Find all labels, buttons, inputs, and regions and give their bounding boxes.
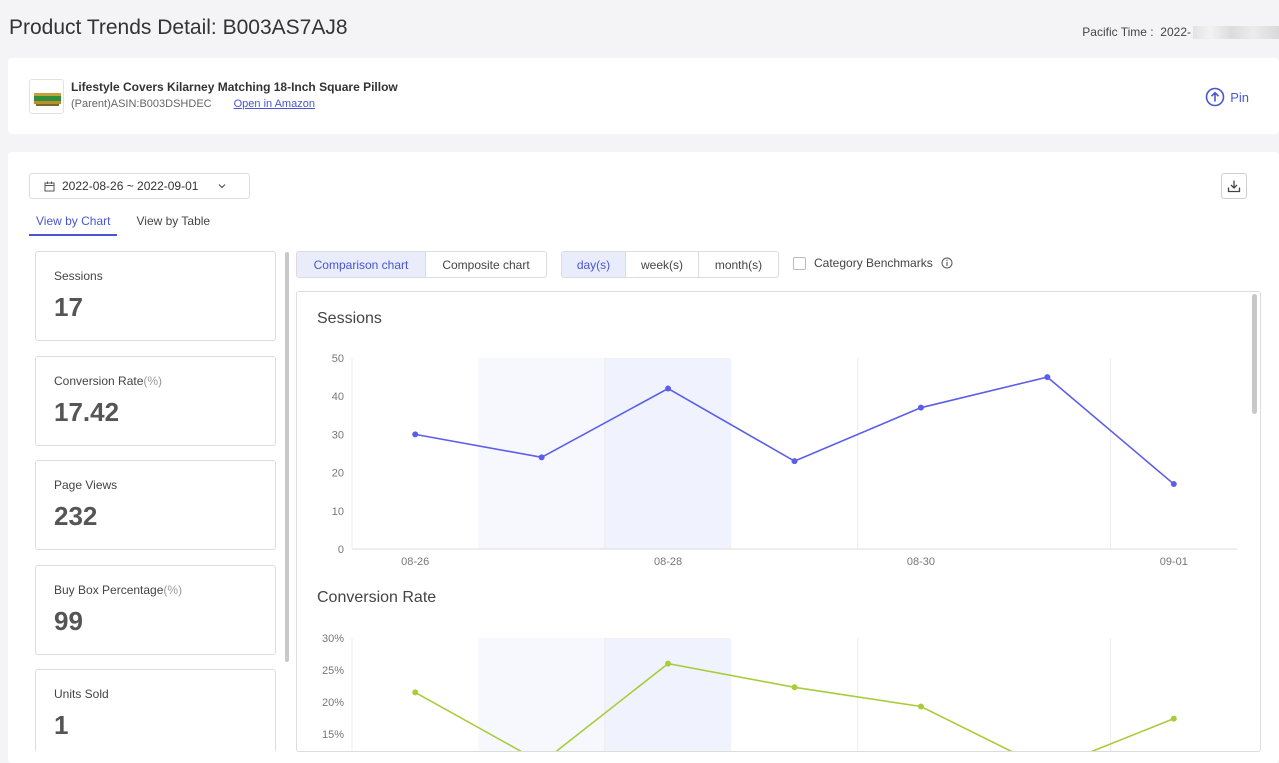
- data-point: [538, 454, 545, 461]
- data-point: [412, 689, 419, 696]
- category-benchmarks[interactable]: Category Benchmarks: [793, 256, 953, 270]
- data-point: [1044, 374, 1051, 381]
- metrics-scrollbar[interactable]: [285, 252, 289, 662]
- x-tick-label: 08-26: [401, 556, 429, 568]
- x-tick-label: 08-30: [907, 556, 935, 568]
- open-in-amazon-link[interactable]: Open in Amazon: [233, 98, 315, 110]
- composite-chart-button[interactable]: Composite chart: [442, 257, 530, 272]
- pin-button[interactable]: Pin: [1205, 87, 1249, 107]
- comparison-chart-button[interactable]: Comparison chart: [297, 252, 426, 277]
- data-point: [412, 431, 419, 438]
- calendar-icon: [44, 181, 55, 191]
- date-range-picker[interactable]: 2022-08-26 ~ 2022-09-01: [29, 173, 250, 199]
- data-point: [791, 684, 798, 691]
- y-tick-label: 30: [332, 429, 344, 441]
- metric-value: 17: [54, 292, 83, 322]
- product-name: Lifestyle Covers Kilarney Matching 18-In…: [71, 80, 398, 94]
- metric-label: Page Views: [54, 478, 118, 492]
- metric-label: Buy Box Percentage: [54, 582, 164, 597]
- page-title: Product Trends Detail: B003AS7AJ8: [9, 16, 348, 39]
- y-tick-label: 40: [332, 391, 344, 403]
- pin-label: Pin: [1230, 89, 1249, 105]
- info-icon[interactable]: [941, 257, 953, 269]
- tab-view-by-table[interactable]: View by Table: [136, 214, 211, 228]
- granularity-day-button[interactable]: day(s): [562, 252, 626, 277]
- chevron-down-icon: [219, 184, 226, 189]
- granularity-week-button[interactable]: week(s): [626, 252, 699, 277]
- metric-card-buy-box-percentage[interactable]: Buy Box Percentage(%) 99: [35, 564, 276, 655]
- granularity-month-button[interactable]: month(s): [714, 257, 763, 272]
- tab-view-by-chart[interactable]: View by Chart: [29, 214, 118, 236]
- data-point: [917, 703, 924, 710]
- metric-value: 99: [54, 605, 83, 636]
- y-tick-label: 30%: [322, 633, 344, 645]
- metric-card-units-sold[interactable]: Units Sold 1: [35, 669, 276, 751]
- metric-value: 17.42: [54, 396, 120, 427]
- chart-mode-toggle: Comparison chart Composite chart: [296, 251, 547, 278]
- category-benchmarks-checkbox[interactable]: [793, 256, 806, 270]
- y-tick-label: 50: [332, 353, 344, 365]
- product-card: Lifestyle Covers Kilarney Matching 18-In…: [8, 58, 1279, 134]
- highlight-band: [604, 638, 732, 751]
- metric-value: 1: [54, 710, 69, 740]
- y-tick-label: 25%: [322, 665, 344, 677]
- metric-unit: (%): [163, 582, 183, 597]
- pacific-time-value: 2022-: [1160, 25, 1191, 39]
- metric-card-conversion-rate[interactable]: Conversion Rate(%) 17.42: [35, 355, 276, 446]
- metric-value: 232: [54, 501, 98, 531]
- metric-card-page-views[interactable]: Page Views 232: [35, 460, 276, 550]
- arrow-up-circle-icon: [1205, 87, 1225, 107]
- data-point: [1170, 715, 1177, 722]
- download-icon: [1227, 180, 1241, 193]
- x-tick-label: 08-28: [654, 556, 682, 568]
- metric-label: Conversion Rate: [54, 373, 144, 388]
- data-point: [917, 404, 924, 411]
- y-tick-label: 15%: [322, 729, 344, 741]
- x-tick-label: 09-01: [1160, 556, 1188, 568]
- y-tick-label: 20: [332, 468, 344, 480]
- product-thumbnail: [29, 79, 64, 114]
- chart-title-sessions: Sessions: [317, 310, 382, 327]
- highlight-band: [478, 358, 605, 549]
- main-panel: 2022-08-26 ~ 2022-09-01 View by Chart Vi…: [8, 152, 1279, 763]
- y-tick-label: 10: [332, 506, 344, 518]
- metrics-list: Sessions 17 Conversion Rate(%) 17.42 Pag…: [35, 251, 276, 751]
- y-tick-label: 20%: [322, 697, 344, 709]
- redacted-time: [1193, 25, 1279, 39]
- parent-asin: (Parent)ASIN:B003DSHDEC: [71, 98, 212, 110]
- sessions-chart: 0 10 20 30 40 50 08-26 08-28 08-30 09-01: [332, 353, 1237, 568]
- granularity-toggle: day(s) week(s) month(s): [561, 251, 779, 278]
- metric-card-sessions[interactable]: Sessions 17: [35, 251, 276, 341]
- chart-panel: Sessions 0 10 20 30 40 50 08-26 08-28 08-30 09-01…: [296, 291, 1261, 752]
- y-tick-label: 0: [338, 544, 344, 556]
- chart-title-conversion-rate: Conversion Rate: [317, 589, 437, 606]
- metric-label: Sessions: [54, 269, 103, 283]
- conversion-rate-chart: 15% 20% 25% 30%: [322, 633, 1177, 751]
- metric-label: Units Sold: [54, 687, 109, 701]
- data-point: [791, 458, 798, 465]
- data-point: [665, 660, 672, 667]
- download-button[interactable]: [1221, 173, 1247, 199]
- highlight-band: [478, 638, 605, 751]
- category-benchmarks-label: Category Benchmarks: [814, 256, 933, 270]
- data-point: [665, 385, 672, 392]
- chart-scrollbar[interactable]: [1252, 294, 1257, 414]
- metric-unit: (%): [143, 373, 163, 388]
- date-range-value: 2022-08-26 ~ 2022-09-01: [62, 179, 199, 193]
- pacific-time: Pacific Time : 2022-: [1082, 25, 1279, 39]
- pacific-time-label: Pacific Time :: [1082, 25, 1154, 39]
- data-point: [1170, 481, 1177, 488]
